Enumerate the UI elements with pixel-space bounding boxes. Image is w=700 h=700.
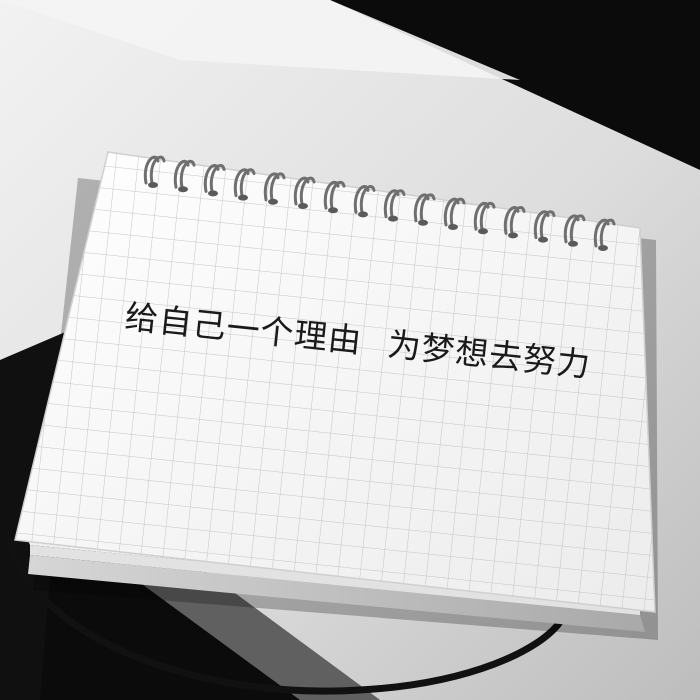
spiral-ring [299, 176, 316, 206]
spiral-ring [359, 185, 376, 214]
ring-hole [148, 182, 158, 188]
ring-hole [358, 211, 368, 218]
spiral-ring [539, 210, 556, 240]
ring-hole [568, 240, 578, 247]
ring-hole [478, 228, 488, 235]
spiral-ring [209, 164, 226, 193]
ring-hole [538, 236, 548, 243]
spiral-ring [269, 172, 286, 202]
spiral-ring [179, 159, 196, 189]
spiral-ring [599, 218, 616, 248]
spiral-ring [389, 189, 406, 219]
ring-hole [298, 203, 308, 209]
ring-hole [328, 207, 338, 214]
ring-hole [208, 190, 218, 197]
spiral-rings [143, 155, 616, 251]
ring-hole [238, 194, 248, 201]
spiral-ring [479, 201, 496, 231]
spiral-ring [149, 155, 166, 185]
spiral-ring [329, 180, 346, 210]
spiral-ring [419, 193, 436, 223]
ring-hole [418, 219, 428, 226]
spiral-ring [569, 214, 586, 244]
cable [6, 541, 564, 695]
spiral-ring [449, 197, 466, 227]
spiral-ring [509, 206, 526, 235]
ring-hole [388, 215, 398, 222]
notebook-cover-edge [28, 555, 645, 632]
ring-hole [268, 198, 278, 205]
ring-hole [178, 186, 188, 193]
ring-hole [598, 245, 608, 251]
spiral-ring [239, 168, 256, 198]
ring-hole [508, 232, 518, 239]
ring-hole [448, 224, 458, 230]
